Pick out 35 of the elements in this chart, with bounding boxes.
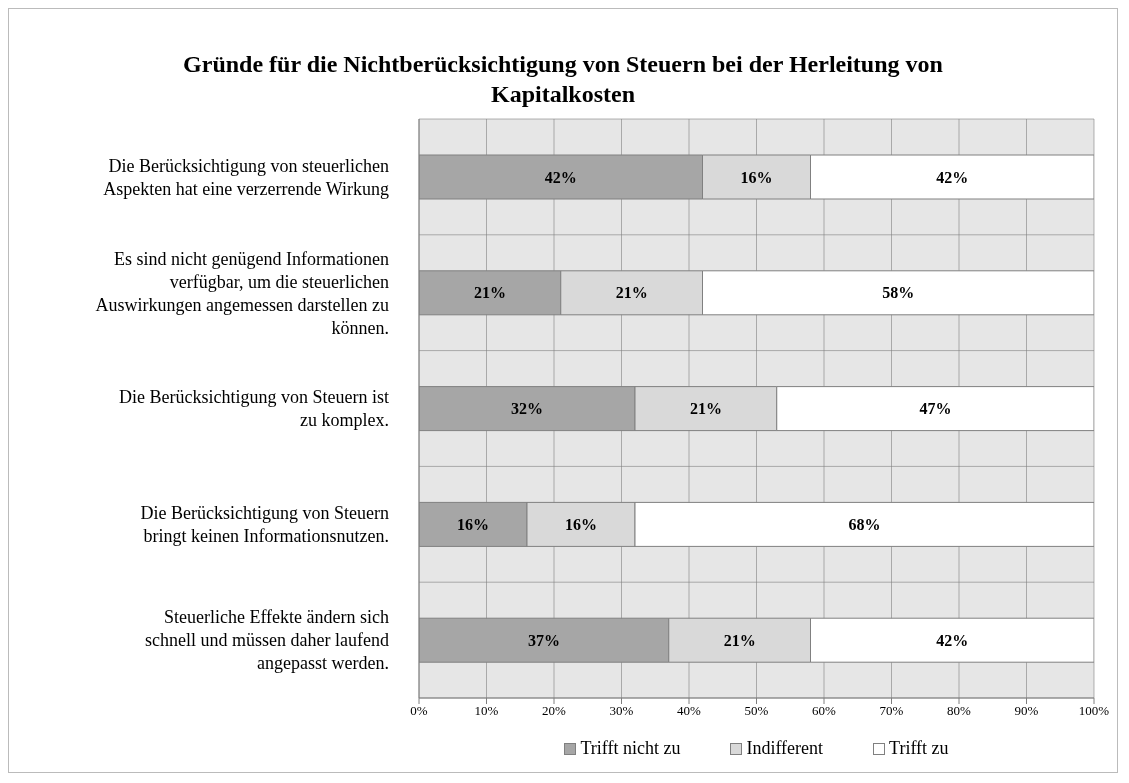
- y-tick-label: Es sind nicht genügend Informationen verfügbar, um die steuerlichen Auswirkungen angemessen darstellen zu können.: [95, 248, 389, 338]
- data-label: 68%: [848, 516, 881, 534]
- x-tick-label: 10%: [474, 703, 499, 719]
- data-label: 47%: [919, 400, 952, 418]
- legend-label: Indifferent: [746, 738, 824, 759]
- x-tick-label: 70%: [879, 703, 904, 719]
- x-tick-label: 30%: [609, 703, 634, 719]
- x-tick-label: 90%: [1014, 703, 1039, 719]
- data-label: 21%: [615, 284, 648, 302]
- x-tick-label: 60%: [812, 703, 837, 719]
- data-label: 42%: [936, 168, 969, 186]
- x-tick-label: 0%: [410, 703, 428, 719]
- x-tick-label: 40%: [677, 703, 702, 719]
- data-label: 16%: [565, 516, 597, 534]
- data-label: 42%: [936, 631, 969, 649]
- y-tick-label: Die Berücksichtigung von Steuern bringt keinen Informationsnutzen.: [140, 503, 389, 547]
- chart-title: Gründe für die Nichtberücksichtigung von Steuern bei der Herleitung von Kapitalkosten: [183, 50, 943, 109]
- x-tick-label: 100%: [1078, 703, 1110, 719]
- y-tick-label: Die Berücksichtigung von Steuern ist zu komplex.: [119, 387, 389, 431]
- y-tick-label: Steuerliche Effekte ändern sich schnell und müssen daher laufend angepasst werden.: [145, 607, 389, 674]
- data-label: 58%: [882, 284, 915, 302]
- data-label: 42%: [544, 168, 577, 186]
- legend-label: Trifft zu: [889, 738, 949, 759]
- x-tick-label: 80%: [947, 703, 972, 719]
- data-label: 21%: [473, 284, 506, 302]
- data-label: 37%: [527, 631, 560, 649]
- x-tick-label: 20%: [542, 703, 567, 719]
- data-label: 16%: [740, 168, 773, 186]
- data-label: 21%: [689, 400, 722, 418]
- legend-label: Trifft nicht zu: [580, 738, 681, 759]
- data-label: 16%: [457, 516, 489, 534]
- data-label: 32%: [511, 400, 543, 418]
- y-tick-label: Die Berücksichtigung von steuerlichen Aspekten hat eine verzerrende Wirkung: [103, 155, 389, 199]
- x-tick-label: 50%: [744, 703, 769, 719]
- data-label: 21%: [723, 631, 756, 649]
